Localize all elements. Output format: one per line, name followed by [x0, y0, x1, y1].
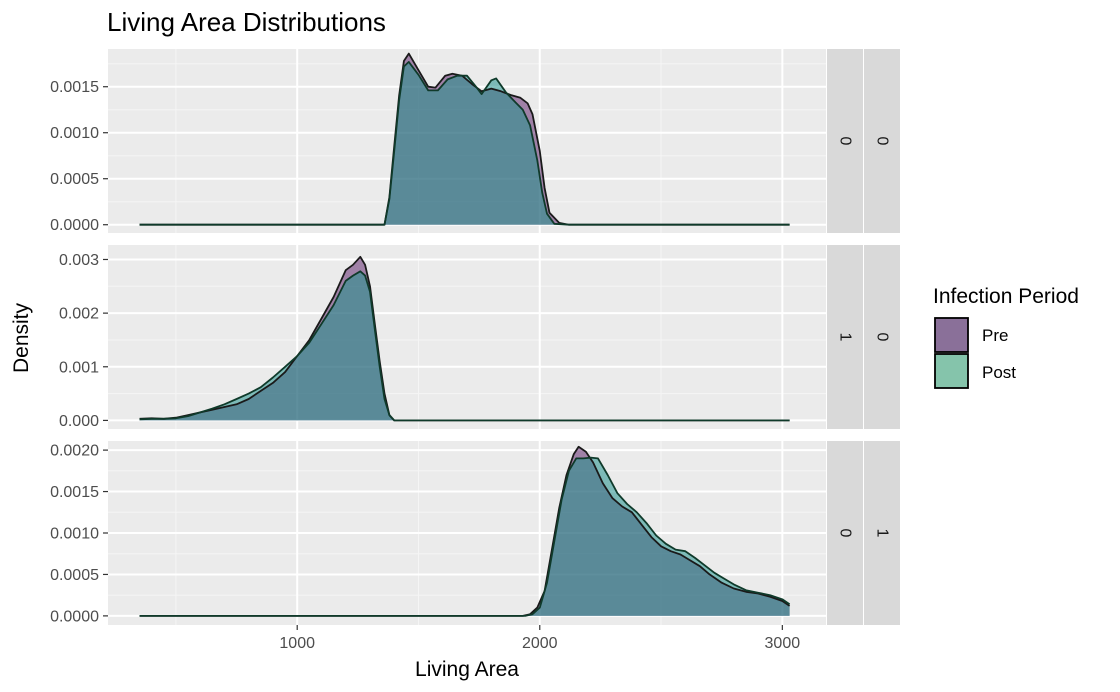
y-axis-title: Density: [10, 302, 33, 373]
y-tick-label: 0.0010: [50, 125, 99, 142]
facet-strip-label: 1: [837, 333, 854, 342]
legend-key-post: [934, 353, 969, 389]
y-tick-label: 0.000: [59, 413, 99, 430]
y-tick-label: 0.0015: [50, 484, 99, 501]
y-tick-label: 0.0005: [50, 171, 99, 188]
facet-strip-label: 0: [874, 137, 891, 146]
facet-strip: [864, 245, 900, 429]
x-axis: 1000 2000 3000: [279, 625, 800, 652]
facet-strip-label: 1: [874, 529, 891, 538]
y-tick-label: 0.003: [59, 252, 99, 269]
facet-strip: [827, 49, 863, 233]
facet-strip-label: 0: [874, 333, 891, 342]
x-tick-label: 1000: [279, 635, 315, 652]
x-tick-label: 2000: [522, 635, 558, 652]
y-tick-label: 0.0015: [50, 79, 99, 96]
y-tick-label: 0.0000: [50, 608, 99, 625]
density-line-pre: [139, 445, 791, 617]
y-tick-label: 0.0020: [50, 443, 99, 460]
legend-key-pre: [934, 317, 969, 353]
y-tick-label: 0.0005: [50, 567, 99, 584]
legend-label-post: Post: [982, 363, 1016, 382]
density-line-post: [139, 456, 791, 617]
density-line-post: [139, 61, 790, 226]
facet-strip: [827, 245, 863, 429]
facet-panel-0: 0.0000 0.0005 0.0010 0.0015 0 0: [50, 49, 900, 234]
legend: Infection Period Pre Post: [933, 285, 1079, 389]
facet-panel-2: 0.0000 0.0005 0.0010 0.0015 0.0020 0 1: [50, 441, 900, 625]
x-tick-label: 3000: [765, 635, 801, 652]
facet-strip: [864, 49, 900, 233]
y-tick-label: 0.0000: [50, 217, 99, 234]
x-axis-title: Living Area: [415, 658, 519, 681]
legend-title: Infection Period: [933, 285, 1079, 308]
chart-title: Living Area Distributions: [107, 7, 386, 37]
y-tick-label: 0.001: [59, 359, 99, 376]
facet-strip-label: 0: [837, 137, 854, 146]
y-tick-label: 0.0010: [50, 526, 99, 543]
y-tick-label: 0.002: [59, 306, 99, 323]
legend-label-pre: Pre: [982, 326, 1008, 345]
facet-strip-label: 0: [837, 529, 854, 538]
panel-background: [108, 245, 826, 429]
facet-strip: [864, 441, 900, 625]
density-line-post: [139, 270, 790, 422]
density-area-post: [139, 61, 790, 225]
density-area-post: [139, 271, 790, 421]
density-area-post: [139, 457, 790, 616]
facet-strip: [827, 441, 863, 625]
facet-panel-1: 0.000 0.001 0.002 0.003 1 0: [59, 245, 900, 430]
